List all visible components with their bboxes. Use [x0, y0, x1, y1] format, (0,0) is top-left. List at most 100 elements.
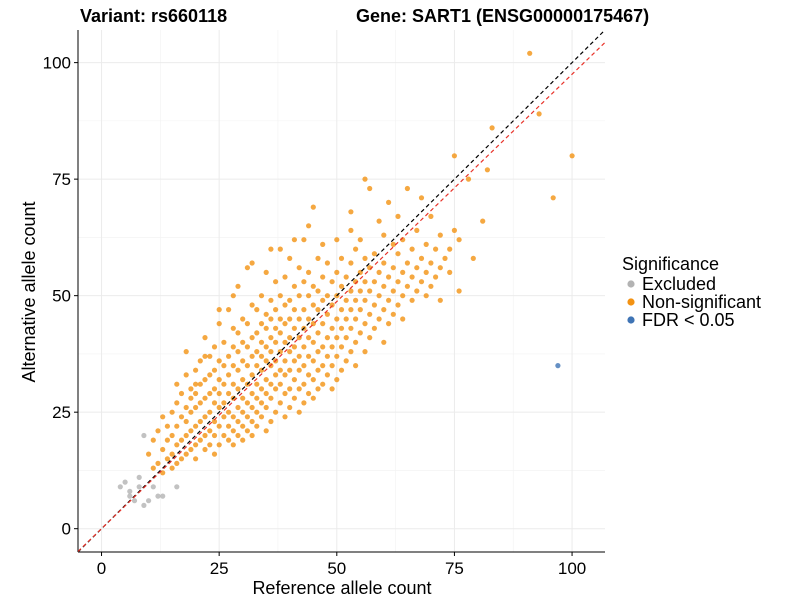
data-point [277, 246, 283, 252]
data-point [155, 493, 161, 499]
data-point [277, 400, 283, 406]
data-point [371, 279, 377, 285]
data-point [146, 498, 152, 504]
data-point [207, 390, 213, 397]
data-point [240, 437, 246, 443]
y-tick-label: 50 [52, 287, 71, 306]
data-point [202, 353, 208, 359]
legend-title: Significance [622, 254, 719, 274]
data-point [348, 209, 354, 215]
data-point [437, 297, 443, 303]
data-point [310, 204, 316, 210]
data-point [193, 456, 199, 462]
data-point [386, 274, 392, 280]
data-point [343, 335, 349, 341]
data-point [287, 316, 293, 322]
data-point [287, 297, 293, 303]
data-point [240, 395, 246, 401]
data-point [348, 307, 354, 313]
data-point [442, 255, 448, 261]
data-point [235, 330, 241, 336]
y-tick-label: 0 [62, 520, 71, 539]
tick-labels: 0 25 50 75 100 0 25 50 75 100 [43, 54, 587, 578]
data-point [174, 484, 180, 490]
data-point [268, 335, 274, 341]
data-point [423, 241, 429, 247]
data-point [447, 246, 453, 252]
data-point [296, 316, 302, 322]
data-point [343, 274, 349, 280]
data-point [338, 307, 345, 313]
data-point [291, 395, 297, 401]
y-tick-label: 100 [43, 54, 71, 73]
data-point [334, 335, 340, 341]
data-point [306, 335, 312, 341]
data-point [188, 409, 194, 415]
data-point [400, 293, 406, 299]
data-point [310, 302, 316, 308]
data-point [418, 255, 425, 261]
data-point [188, 386, 194, 392]
data-point [221, 339, 227, 345]
data-point [376, 316, 382, 322]
data-point [390, 241, 396, 247]
data-point [386, 297, 392, 303]
data-point [465, 176, 472, 182]
data-point [324, 372, 330, 378]
data-points [117, 50, 575, 508]
data-point [254, 349, 260, 355]
data-point [306, 316, 312, 322]
data-point [202, 446, 208, 453]
data-point [221, 381, 227, 387]
data-point [386, 321, 392, 327]
data-point [160, 446, 166, 453]
data-point [428, 260, 434, 266]
chart-title-gene: Gene: SART1 (ENSG00000175467) [356, 6, 649, 26]
data-point [353, 279, 359, 285]
data-point [329, 363, 335, 369]
data-point [235, 404, 241, 411]
y-tick-label: 75 [52, 170, 71, 189]
data-point [178, 390, 185, 397]
data-point [287, 349, 293, 355]
series-excluded [117, 432, 180, 508]
data-point [235, 386, 241, 392]
data-point [310, 395, 316, 401]
data-point [357, 288, 363, 294]
data-point [169, 432, 175, 439]
data-point [268, 297, 274, 303]
data-point [334, 316, 340, 322]
data-point [193, 390, 199, 397]
data-point [258, 400, 265, 406]
data-point [273, 279, 279, 285]
data-point [395, 302, 401, 308]
data-point [230, 325, 236, 331]
data-point [240, 358, 246, 364]
data-point [296, 367, 302, 373]
data-point [569, 153, 575, 159]
data-point [315, 367, 321, 373]
data-point [418, 279, 425, 285]
x-tick-label: 25 [210, 559, 229, 578]
data-point [117, 484, 123, 490]
data-point [235, 367, 241, 373]
data-point [287, 367, 293, 373]
data-point [550, 195, 556, 201]
data-point [390, 288, 396, 294]
data-point [263, 325, 269, 331]
data-point [226, 437, 232, 443]
data-point [230, 428, 236, 434]
data-point [178, 456, 185, 462]
data-point [301, 400, 307, 406]
data-point [282, 414, 288, 420]
data-point [315, 288, 321, 294]
data-point [183, 372, 189, 378]
data-point [240, 316, 246, 322]
data-point [131, 498, 138, 504]
data-point [301, 344, 307, 350]
data-point [301, 237, 307, 243]
data-point [353, 363, 359, 369]
data-point [301, 381, 307, 387]
legend-label-1: Excluded [642, 274, 716, 294]
data-point [193, 404, 199, 411]
